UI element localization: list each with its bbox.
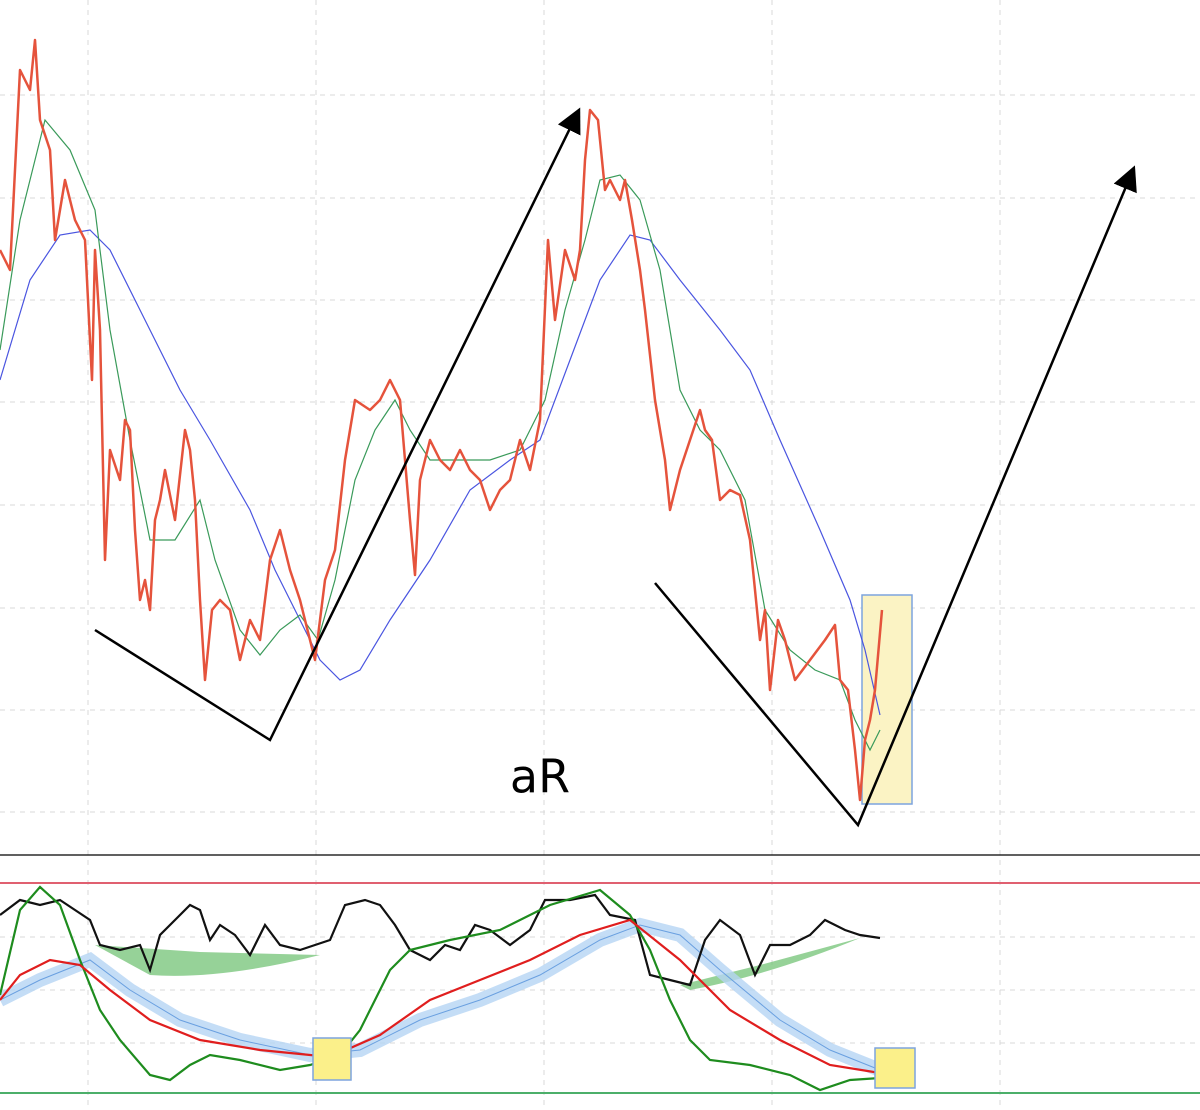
fill-region [95, 945, 320, 976]
trend-arrow [654, 165, 1137, 828]
slow-average [0, 229, 881, 716]
signal-line [0, 924, 881, 1071]
highlight-box [312, 1037, 352, 1081]
trend-arrow [94, 107, 581, 742]
red-oscillator [0, 918, 881, 1075]
oscillator [0, 893, 881, 987]
price-line [0, 38, 884, 802]
highlight-box [861, 594, 913, 805]
annotation: aR [510, 750, 570, 804]
fast-average [0, 118, 881, 752]
green-oscillator [0, 885, 881, 1092]
highlight-box [874, 1047, 916, 1089]
